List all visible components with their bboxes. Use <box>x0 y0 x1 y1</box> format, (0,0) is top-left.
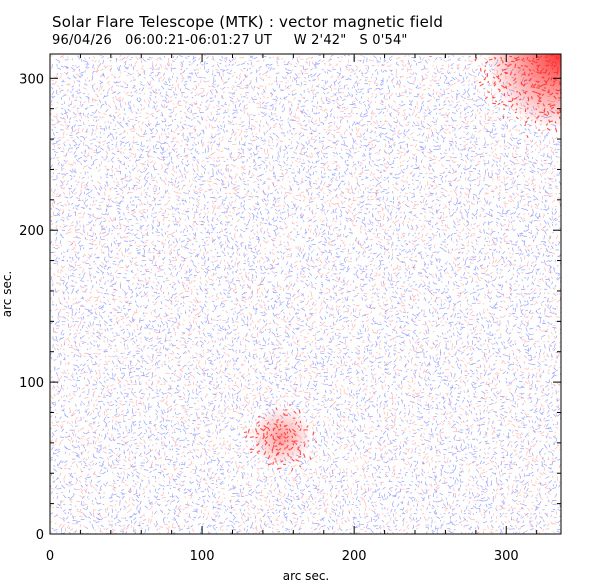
negative-field-segments <box>50 54 561 534</box>
y-axis-label: arc sec. <box>0 271 14 317</box>
chart-title: Solar Flare Telescope (MTK) : vector mag… <box>52 13 444 31</box>
x-axis-label: arc sec. <box>283 569 329 583</box>
positive-hotspot <box>485 54 561 130</box>
axes: 0 100 200 300 0 100 200 300 <box>19 53 562 564</box>
x-tick-label: 0 <box>46 549 54 564</box>
vector-field-map <box>50 54 561 534</box>
y-tick-label: 100 <box>19 376 44 391</box>
positive-field-segments <box>50 54 561 534</box>
positive-hotspot <box>250 406 312 468</box>
y-tick-label: 300 <box>19 72 44 87</box>
chart-subtitle: 96/04/26 06:00:21-06:01:27 UT W 2'42" S … <box>52 33 408 48</box>
y-tick-label: 0 <box>36 528 44 543</box>
plot-frame <box>49 53 562 535</box>
x-tick-label: 200 <box>342 549 367 564</box>
y-tick-label: 200 <box>19 224 44 239</box>
x-tick-label: 300 <box>494 549 519 564</box>
x-tick-label: 100 <box>190 549 215 564</box>
